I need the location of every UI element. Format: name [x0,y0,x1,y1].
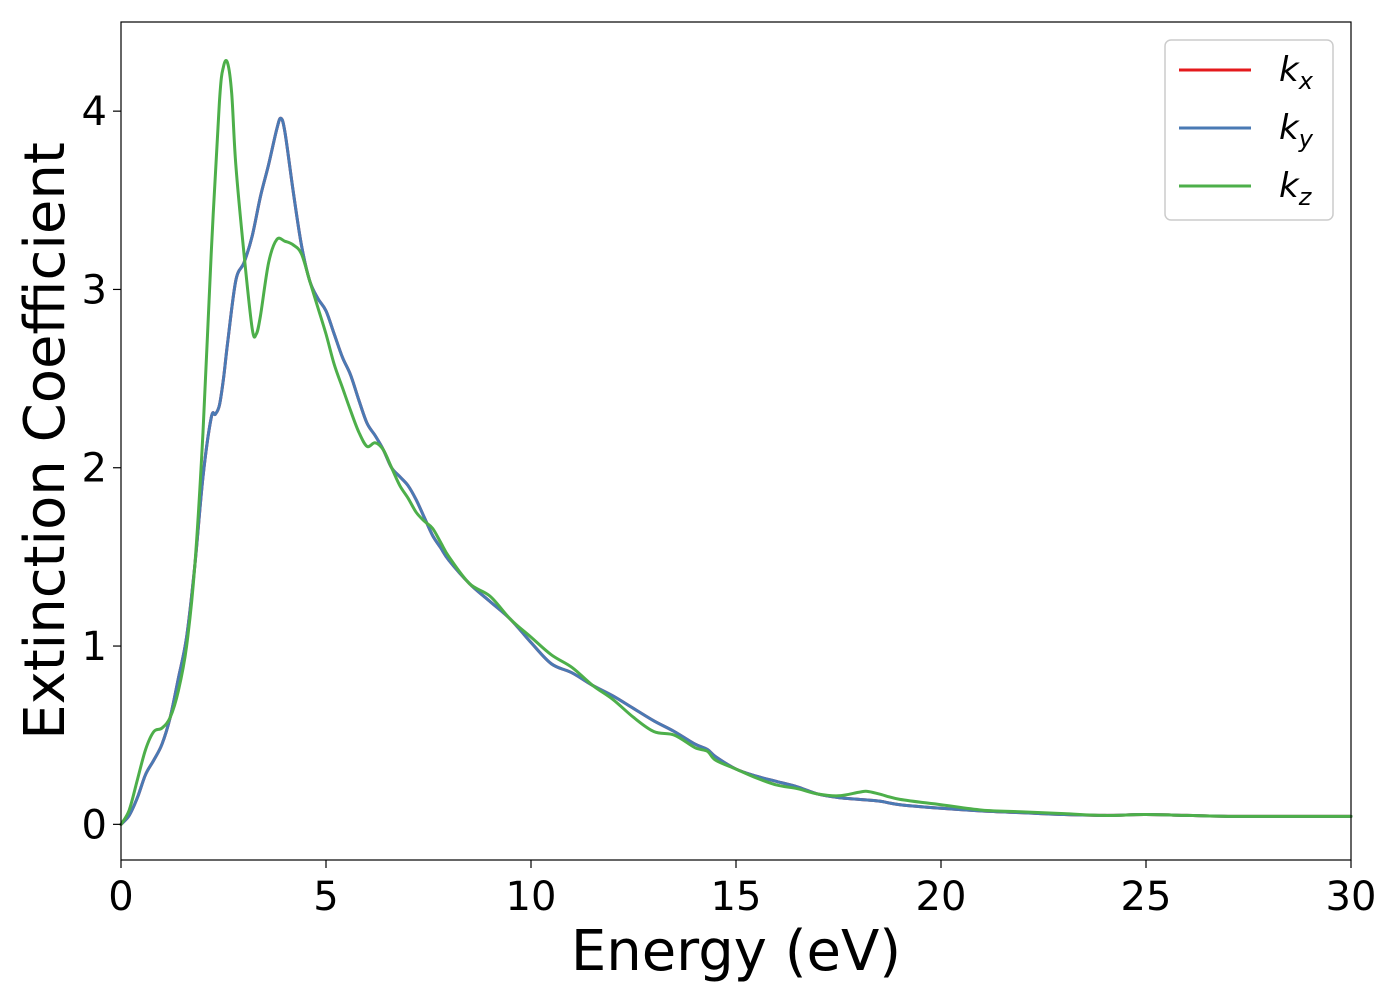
series-lines [119,58,1353,826]
x-tick-label: 10 [506,874,557,920]
y-tick-label: 3 [82,267,107,313]
x-axis-ticks: 0 5 10 15 20 25 30 [108,860,1376,920]
legend-label-kx: kx [1279,50,1314,95]
y-tick-label: 1 [82,624,107,670]
x-tick-label: 30 [1326,874,1377,920]
plot-background [121,22,1351,860]
x-tick-label: 5 [313,874,338,920]
x-tick-label: 15 [711,874,762,920]
y-tick-label: 2 [82,446,107,492]
x-axis-title: Energy (eV) [571,919,901,984]
y-axis-title: Extinction Coefficient [13,142,78,740]
legend-label-ky: ky [1279,108,1314,153]
y-tick-label: 0 [82,802,107,848]
legend-box [1164,39,1334,221]
x-tick-label: 20 [916,874,967,920]
series-line-ky [119,116,1353,826]
series-line-kz [119,58,1353,826]
legend-label-kz: kz [1279,166,1313,211]
x-tick-label: 0 [108,874,133,920]
y-tick-label: 4 [82,89,107,135]
y-axis-ticks: 0 1 2 3 4 [82,89,121,848]
x-tick-label: 25 [1121,874,1172,920]
legend: kx ky kz [1164,39,1334,221]
